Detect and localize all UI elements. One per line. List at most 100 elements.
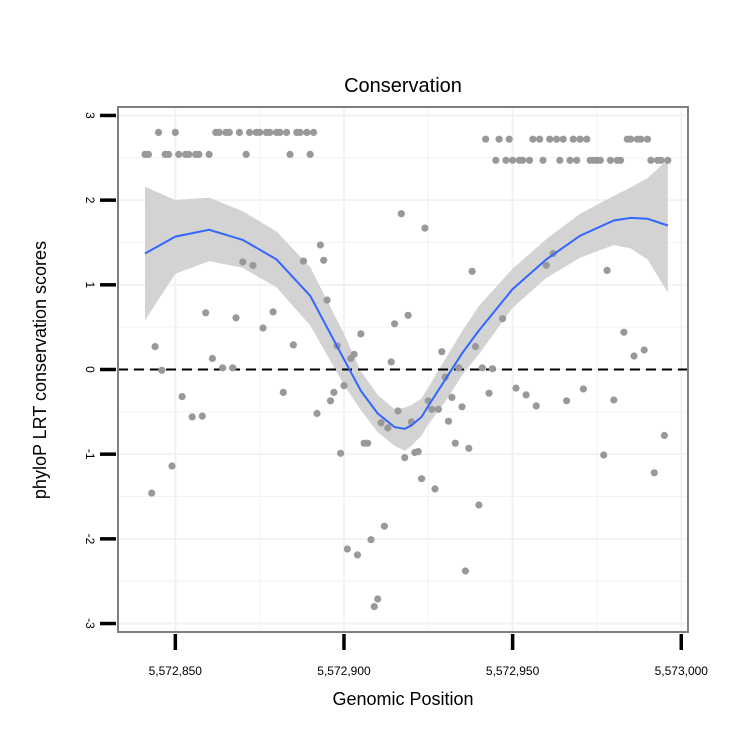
data-point: [552, 135, 561, 143]
chart-title: Conservation: [344, 75, 462, 97]
data-point: [144, 150, 152, 158]
data-point: [637, 135, 645, 143]
data-point: [596, 156, 604, 164]
data-point: [512, 384, 520, 392]
data-point: [576, 135, 584, 143]
data-point: [630, 352, 638, 360]
data-point: [259, 324, 267, 332]
data-point: [539, 156, 547, 164]
data-point: [495, 135, 503, 143]
y-tick-label: 0: [83, 366, 97, 373]
data-point: [279, 388, 287, 396]
data-point: [299, 257, 308, 265]
data-point: [148, 489, 156, 497]
data-point: [391, 320, 399, 328]
data-point: [647, 156, 655, 164]
data-point: [418, 475, 426, 483]
data-point: [563, 397, 571, 405]
data-point: [357, 330, 365, 338]
data-point: [471, 343, 480, 351]
data-point: [171, 128, 179, 136]
data-point: [556, 156, 564, 164]
data-point: [461, 567, 469, 575]
data-point: [536, 135, 544, 143]
data-point: [310, 128, 318, 136]
data-point: [353, 551, 362, 559]
data-point: [522, 391, 530, 399]
data-point: [154, 128, 163, 136]
data-point: [569, 135, 577, 143]
data-point: [478, 364, 486, 372]
data-point: [195, 150, 203, 158]
data-point: [330, 388, 338, 396]
y-axis: -3 -2 -1 0 1 2 3: [83, 112, 116, 629]
data-point: [343, 545, 351, 553]
data-point: [455, 364, 463, 372]
data-point: [384, 424, 392, 432]
data-point: [316, 241, 324, 249]
data-point: [219, 364, 227, 372]
data-point: [370, 603, 378, 611]
data-point: [583, 135, 591, 143]
data-point: [468, 267, 476, 275]
smooth-fit-line: [144, 216, 669, 430]
data-point: [239, 258, 247, 266]
data-point: [482, 135, 490, 143]
data-point: [323, 296, 331, 304]
data-point: [208, 354, 216, 363]
data-point: [579, 385, 588, 393]
data-point: [387, 358, 395, 366]
data-point: [492, 156, 500, 164]
data-point: [377, 419, 385, 427]
data-point: [380, 522, 388, 530]
data-point: [573, 156, 581, 164]
data-point: [175, 150, 183, 158]
data-point: [242, 150, 250, 158]
data-point: [397, 210, 405, 218]
data-point: [289, 341, 297, 349]
data-point: [320, 256, 328, 264]
data-point: [421, 224, 429, 232]
data-point: [249, 261, 257, 269]
data-point: [502, 156, 510, 164]
data-point: [266, 128, 274, 136]
data-point: [434, 405, 442, 413]
data-point: [508, 156, 517, 164]
data-point: [404, 311, 412, 319]
data-point: [616, 156, 625, 164]
data-point: [610, 396, 618, 404]
data-point: [185, 150, 193, 158]
y-tick-label: 3: [83, 112, 97, 119]
data-point: [640, 346, 648, 354]
data-point: [529, 135, 537, 143]
data-point: [350, 350, 358, 358]
data-point: [657, 156, 665, 164]
data-point: [245, 128, 254, 136]
data-point: [488, 365, 496, 373]
data-point: [627, 135, 635, 143]
data-point: [414, 448, 422, 456]
data-point: [444, 417, 453, 425]
data-point: [235, 128, 243, 136]
x-tick-label: 5,573,000: [655, 664, 709, 678]
data-point: [664, 156, 672, 164]
data-point: [215, 128, 223, 136]
data-point: [485, 389, 493, 397]
y-tick-label: -1: [83, 449, 97, 460]
data-point: [256, 128, 264, 136]
data-point: [168, 462, 176, 470]
x-tick-label: 5,572,900: [317, 664, 371, 678]
data-point: [178, 393, 186, 401]
data-point: [650, 469, 658, 477]
data-point: [643, 135, 652, 143]
data-point: [276, 128, 284, 136]
data-point: [232, 314, 240, 322]
data-point: [158, 366, 166, 374]
data-point: [660, 431, 669, 440]
data-point: [603, 266, 611, 274]
data-point: [542, 261, 550, 269]
data-point: [600, 451, 608, 459]
confidence-ribbon: [145, 159, 668, 451]
data-point: [431, 485, 439, 493]
